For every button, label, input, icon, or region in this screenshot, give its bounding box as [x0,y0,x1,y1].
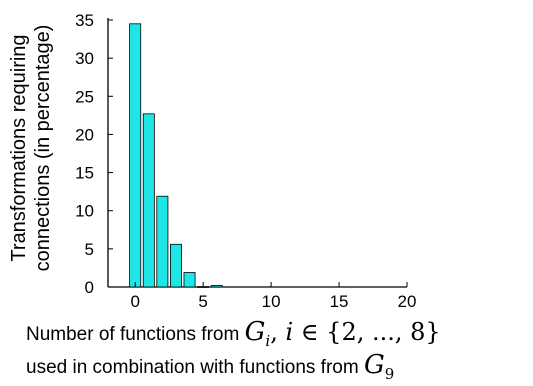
x-axis-label: Number of functions from Gi, i ∈ {2, ...… [26,317,441,386]
y-tick-label-15: 15 [75,164,94,183]
y-tick-label-30: 30 [75,49,94,68]
bar-0 [129,23,142,288]
x-tick-label-0: 0 [130,292,139,311]
x-tick-label-20: 20 [398,292,417,311]
x-axis-label-text-2: used in combination with functions from [26,357,364,379]
y-tick-label-20: 20 [75,125,94,144]
x-axis-label-text-1: Number of functions from [26,324,245,345]
x-axis-label-math-2: G9 [363,350,395,384]
x-axis-label-line-2: used in combination with functions from … [26,350,441,386]
bar-3 [169,243,182,288]
bar-2 [156,195,169,288]
x-tick-label-15: 15 [330,292,349,311]
y-tick-label-5: 5 [85,240,94,259]
bar-1 [142,113,155,288]
x-tick-label-5: 5 [198,292,207,311]
y-tick-label-0: 0 [85,278,94,297]
y-tick-label-10: 10 [75,202,94,221]
chart-bars [129,23,223,288]
bar-4 [183,272,196,288]
y-tick-label-25: 25 [75,87,94,106]
chart-ticks: 0 5 10 15 20 25 30 35 0 5 10 15 20 [75,11,416,311]
bar-6 [210,285,223,288]
x-axis-label-line-1: Number of functions from Gi, i ∈ {2, ...… [26,317,441,353]
x-tick-label-10: 10 [262,292,281,311]
y-tick-label-35: 35 [75,11,94,30]
x-axis-label-math: Gi, i ∈ {2, ..., 8} [244,317,441,351]
